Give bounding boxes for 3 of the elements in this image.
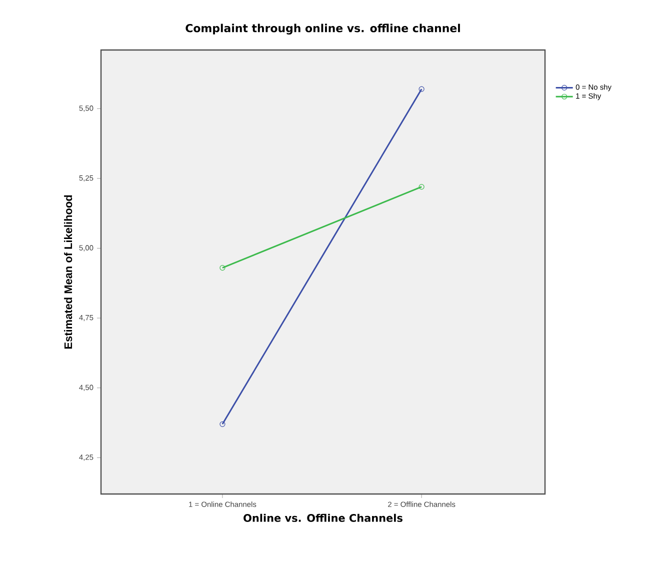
chart-title: Complaint through online vs. offline channel	[186, 24, 460, 34]
x-axis-title: Online vs. Offline Channels	[244, 514, 402, 522]
y-axis-title: Estimated Mean of Likelihood	[64, 195, 72, 349]
